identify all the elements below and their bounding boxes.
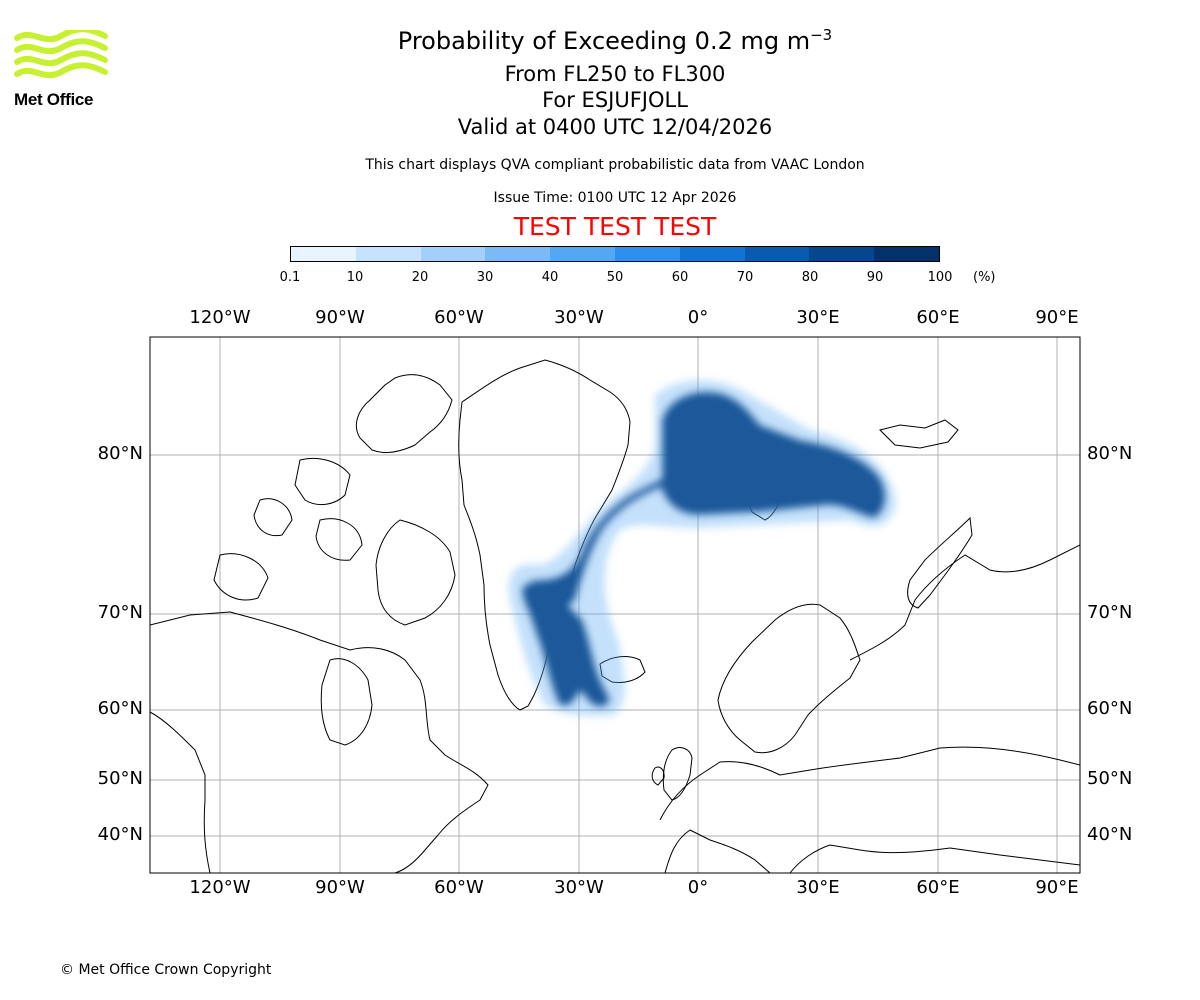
lon-label-top: 30°W: [554, 307, 604, 328]
lon-label-bottom: 60°W: [434, 877, 484, 898]
met-office-logo-text: Met Office: [14, 90, 94, 109]
colorbar-segment: [355, 247, 421, 261]
colorbar-segment: [485, 247, 551, 261]
colorbar-unit: (%): [973, 270, 996, 285]
level-range: From FL250 to FL300: [504, 62, 726, 86]
colorbar-segment: [809, 247, 875, 261]
colorbar-tick-label: 40: [541, 270, 559, 285]
map-frame: [149, 336, 1081, 874]
franz-josef-coast: [879, 419, 959, 449]
lat-label-left: 40°N: [97, 824, 143, 845]
scandinavia-coast: [717, 603, 861, 754]
lon-label-bottom: 30°W: [554, 877, 604, 898]
lat-label-right: 60°N: [1087, 698, 1133, 719]
lon-label-top: 90°E: [1035, 307, 1079, 328]
valid-time: Valid at 0400 UTC 12/04/2026: [457, 115, 773, 139]
colorbar-tick-label: 90: [866, 270, 884, 285]
lon-label-bottom: 90°E: [1035, 877, 1079, 898]
lon-label-top: 90°W: [315, 307, 365, 328]
chart-title: Probability of Exceeding 0.2 mg m−3: [300, 26, 930, 55]
issue-time: Issue Time: 0100 UTC 12 Apr 2026: [493, 190, 737, 206]
lon-label-bottom: 0°: [687, 877, 709, 898]
chart-title-main: Probability of Exceeding 0.2 mg m: [397, 27, 811, 55]
colorbar-tick-label: 50: [606, 270, 624, 285]
baffin-coast: [375, 519, 456, 626]
lat-label-left: 80°N: [97, 443, 143, 464]
lat-label-left: 50°N: [97, 768, 143, 789]
lat-label-right: 80°N: [1087, 443, 1133, 464]
colorbar-segment: [744, 247, 810, 261]
novaya-zemlya-coast: [907, 516, 973, 609]
lat-label-left: 60°N: [97, 698, 143, 719]
russia-coast: [849, 544, 1080, 661]
lat-label-left: 70°N: [97, 602, 143, 623]
lon-label-top: 60°E: [916, 307, 960, 328]
chart-title-sup: −3: [810, 26, 833, 44]
plume-halo: [508, 380, 896, 717]
lon-label-bottom: 60°E: [916, 877, 960, 898]
colorbar-segment: [874, 247, 939, 261]
colorbar-tick-label: 20: [411, 270, 429, 285]
lat-label-right: 50°N: [1087, 768, 1133, 789]
graticule: [150, 337, 1080, 873]
colorbar-tick-label: 10: [346, 270, 364, 285]
colorbar-tick-label: 100: [927, 270, 953, 285]
europe-coast: [659, 746, 1080, 873]
lon-label-bottom: 90°W: [315, 877, 365, 898]
lon-label-bottom: 120°W: [189, 877, 251, 898]
colorbar-segment: [420, 247, 486, 261]
lat-label-right: 70°N: [1087, 602, 1133, 623]
ash-plume: [508, 380, 896, 717]
lon-label-bottom: 30°E: [796, 877, 840, 898]
colorbar-tick-label: 70: [736, 270, 754, 285]
test-banner: TEST TEST TEST: [513, 212, 717, 241]
colorbar-tick-label: 0.1: [279, 270, 301, 285]
colorbar-segment: [614, 247, 680, 261]
arctic-archipelago: [213, 457, 363, 601]
ellesmere-coast: [355, 374, 453, 453]
description: This chart displays QVA compliant probab…: [365, 157, 865, 173]
lon-label-top: 0°: [687, 307, 709, 328]
hudson-bay-coast: [320, 658, 373, 746]
colorbar-tick-label: 60: [671, 270, 689, 285]
lon-label-top: 60°W: [434, 307, 484, 328]
met-office-logo: Met Office: [14, 26, 108, 112]
british-isles-coast: [651, 747, 693, 801]
location: For ESJUFJOLL: [542, 88, 688, 112]
colorbar-segment: [291, 247, 356, 261]
colorbar-segment: [550, 247, 615, 261]
met-office-waves-icon: [14, 26, 108, 79]
colorbar: [290, 246, 940, 262]
coastlines: [150, 359, 1080, 873]
lon-label-top: 120°W: [189, 307, 251, 328]
colorbar-tick-label: 80: [801, 270, 819, 285]
lat-label-right: 40°N: [1087, 824, 1133, 845]
north-america-coast: [150, 611, 489, 873]
copyright: © Met Office Crown Copyright: [60, 962, 272, 978]
colorbar-tick-label: 30: [476, 270, 494, 285]
lon-label-top: 30°E: [796, 307, 840, 328]
colorbar-segment: [679, 247, 745, 261]
